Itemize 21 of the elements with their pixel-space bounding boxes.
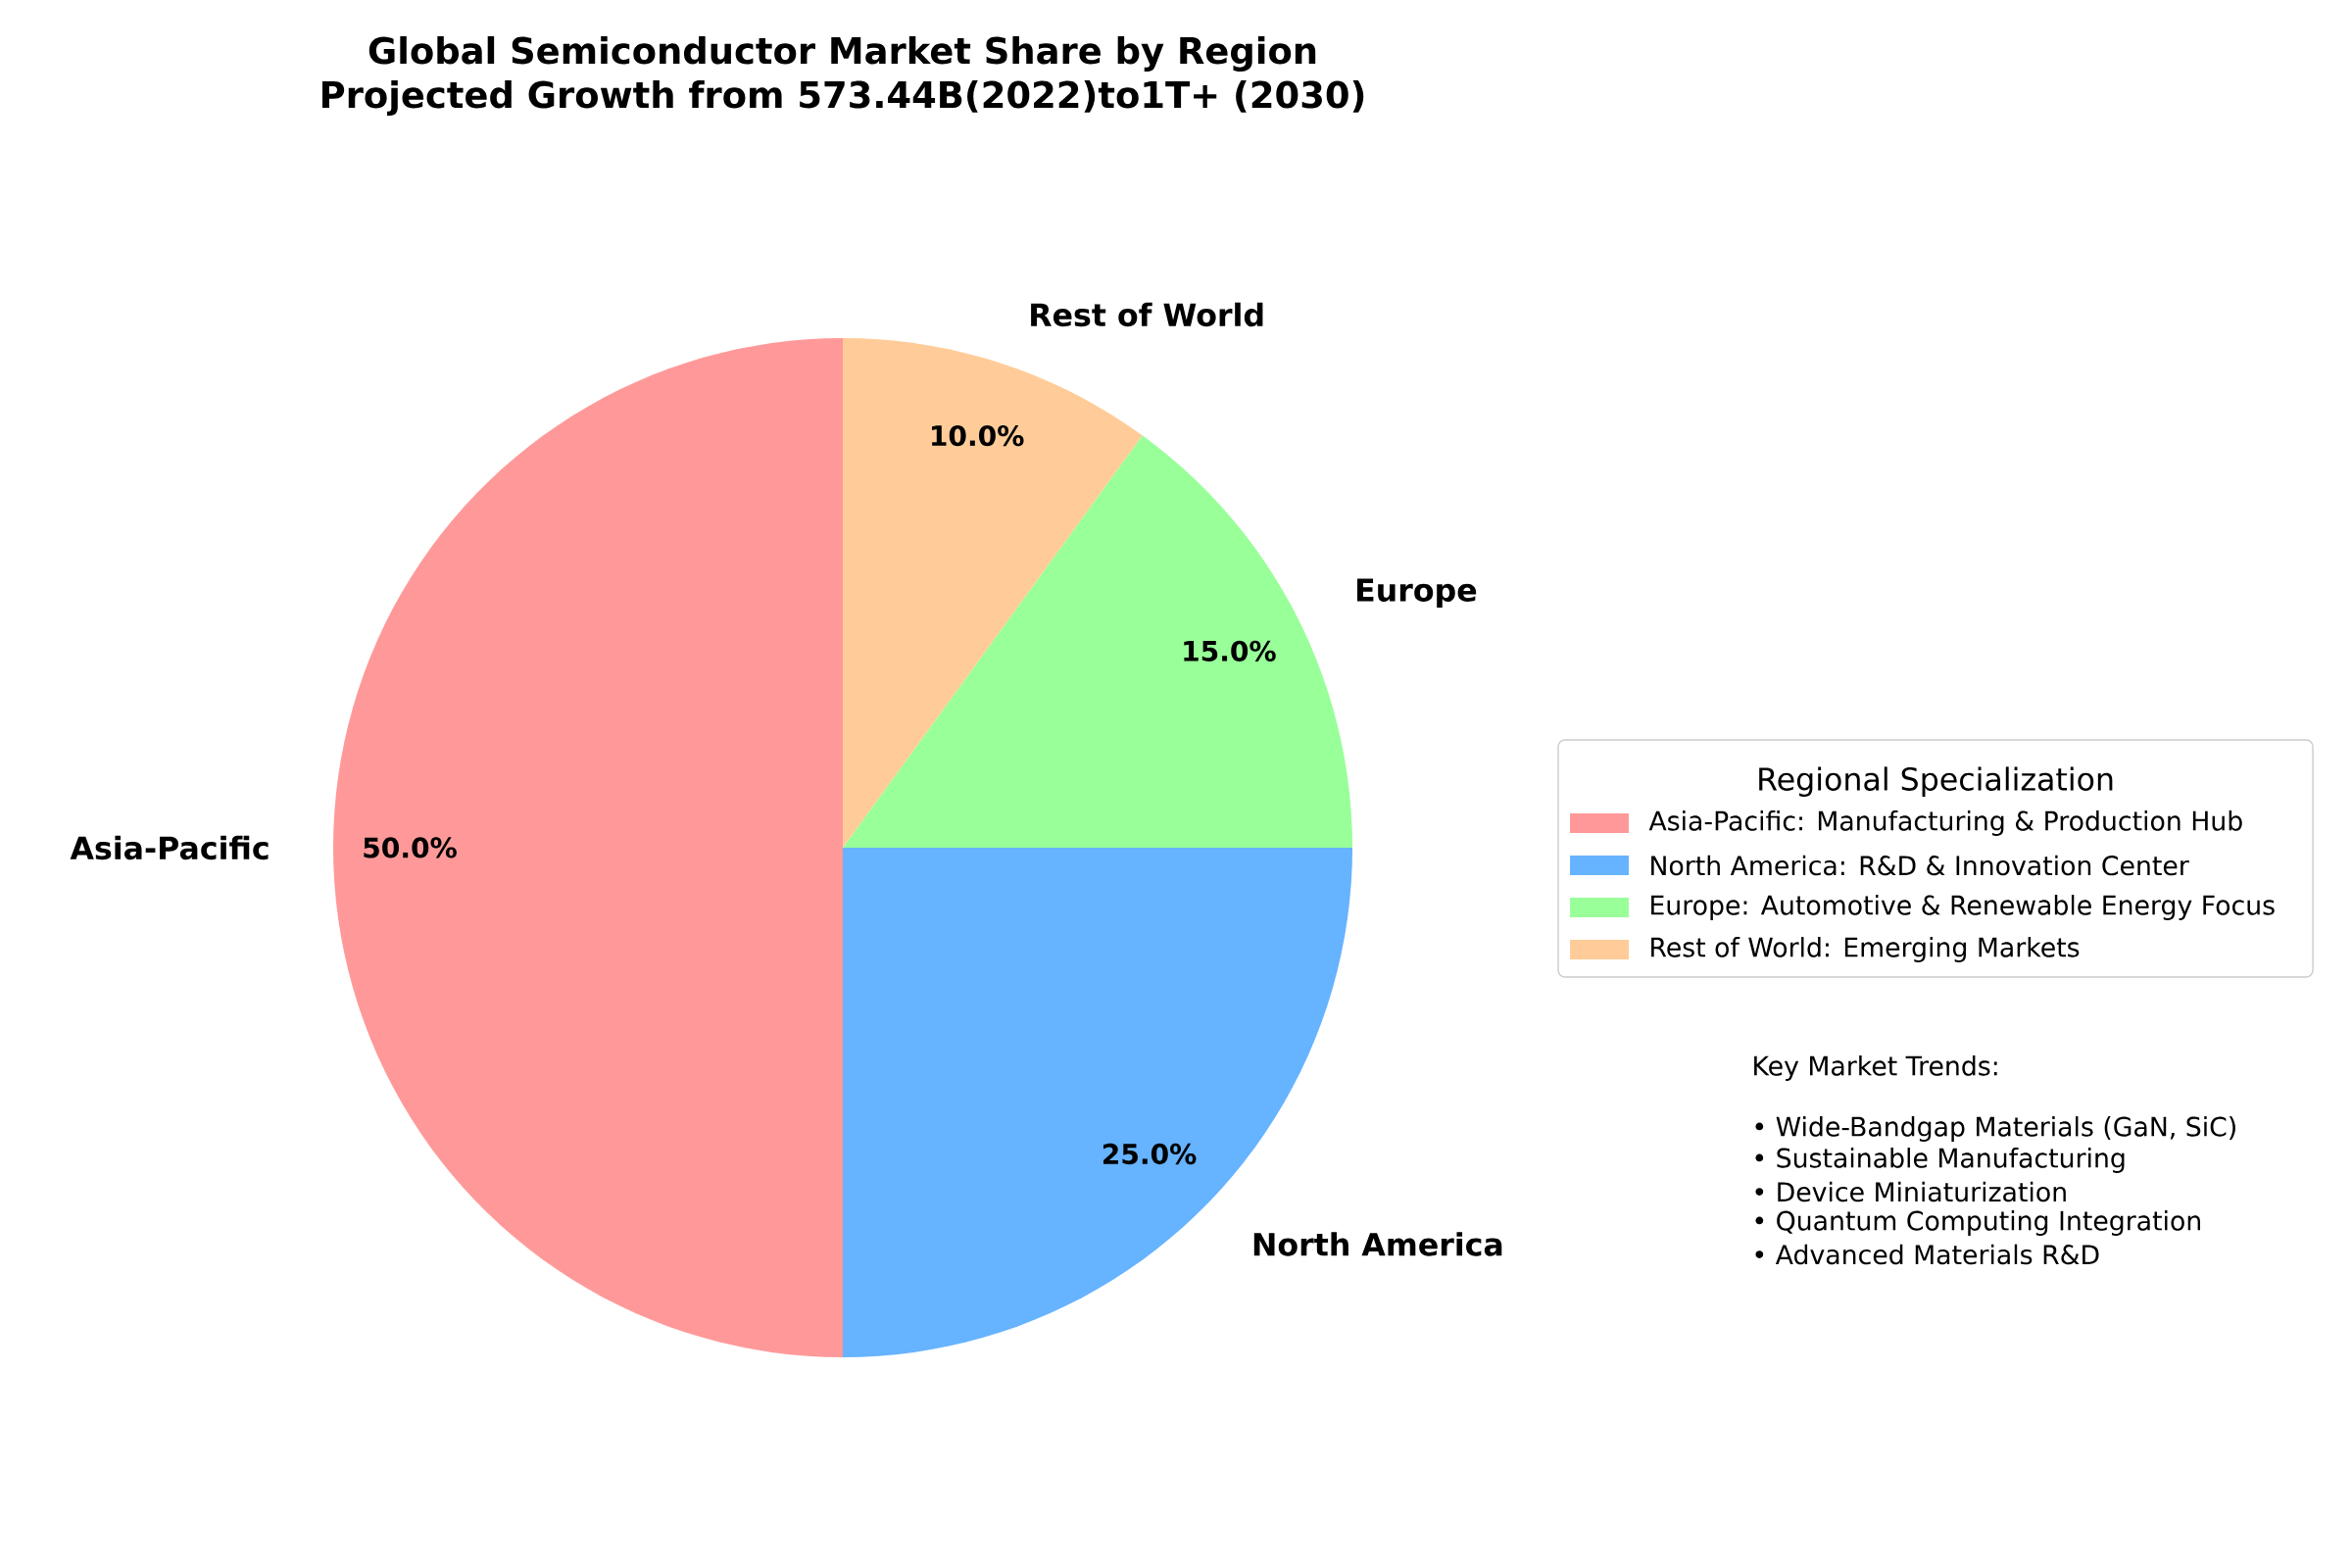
text: Asia-Pacific: Manufacturing & Production Hub: [1648, 810, 2242, 836]
slice-label: Rest of World: [1031, 302, 1263, 327]
data-label: 15.0%: [1184, 640, 1276, 662]
legend-title: Regional Specialization: [1759, 766, 2113, 797]
text: Rest of World: Emerging Markets: [1651, 937, 2080, 962]
text: • Wide-Bandgap Materials (GaN, SiC): [1755, 1116, 2235, 1142]
chart-title: Global Semiconductor Market Share by Region: [368, 36, 1316, 72]
data-label: 25.0%: [1102, 1143, 1197, 1165]
slice-label: Asia-Pacific: [70, 835, 269, 860]
text: • Sustainable Manufacturing: [1755, 1148, 2125, 1173]
text: Key Market Trends:: [1754, 1055, 1997, 1081]
chart-subtitle: Projected Growth from 573.44B(2022)to1T+ (2030): [322, 80, 1364, 116]
text: • Device Miniaturization: [1755, 1181, 2066, 1202]
text: North America: R&D & Innovation Center: [1651, 855, 2189, 876]
text: Europe: Automotive & Renewable Energy Focus: [1651, 895, 2275, 920]
slice-label: North America: [1253, 1232, 1502, 1256]
data-label: 10.0%: [932, 424, 1024, 447]
text: • Advanced Materials R&D: [1755, 1244, 2099, 1265]
slice-label: Europe: [1357, 578, 1477, 609]
text: • Quantum Computing Integration: [1755, 1210, 2200, 1236]
data-label: 50.0%: [364, 837, 457, 858]
